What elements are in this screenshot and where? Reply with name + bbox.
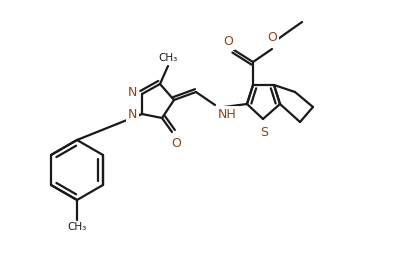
Text: S: S (260, 126, 268, 139)
Text: N: N (128, 107, 137, 121)
Text: O: O (223, 35, 233, 48)
Text: NH: NH (218, 108, 237, 121)
Text: O: O (267, 31, 277, 44)
Text: CH₃: CH₃ (158, 53, 178, 63)
Text: N: N (128, 86, 137, 100)
Text: CH₃: CH₃ (67, 222, 87, 232)
Text: O: O (171, 137, 181, 150)
